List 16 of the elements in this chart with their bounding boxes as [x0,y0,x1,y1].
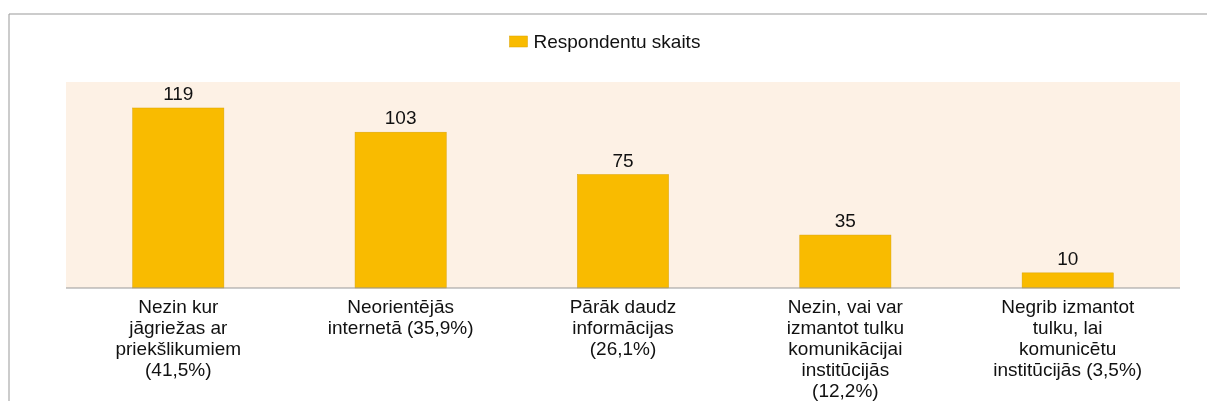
data-label: 75 [612,149,634,171]
x-tick-label: Pārāk daudz informācijas (26,1%) [569,296,677,359]
data-label: 10 [1057,247,1079,269]
x-tick-label: Nezin, vai var izmantot tulku komunikācijai institūcijās (12,2%) [786,296,904,401]
bar [577,174,669,289]
legend-label: Respondentu skaits [533,31,701,52]
bar [799,234,892,289]
bar [1021,272,1114,289]
x-tick-label: Negrib izmantot tulku, lai komunicētu institūcijās (3,5%) [993,296,1143,380]
bar [354,131,447,289]
x-tick-label: Nezin kur jāgriežas ar priekšlikumiem (41,5%) [115,296,242,380]
data-label: 103 [384,107,417,129]
data-label: 119 [163,83,194,104]
data-label: 35 [834,210,856,232]
bar [132,107,225,289]
x-tick-label: Neorientējās internetā (35,9%) [327,296,474,338]
